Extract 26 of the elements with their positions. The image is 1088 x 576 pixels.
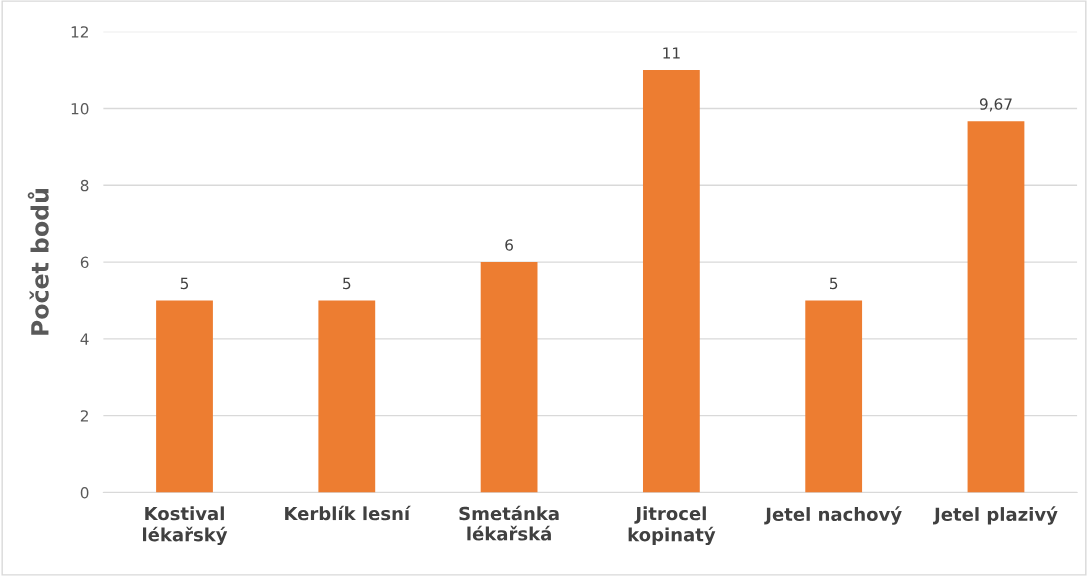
x-tick-label: Smetánka lékařská [459,505,559,541]
data-label: 5 [830,277,838,290]
data-label: 6 [505,239,513,251]
x-tick-label: Jetel nachový [764,506,902,525]
y-tick-label: 12 [71,26,88,38]
y-tick-label: 10 [71,102,89,115]
bar [156,300,213,493]
bar [480,262,538,493]
y-tick-label: 2 [80,410,88,422]
x-tick-label: Jetel plazivý [933,506,1058,525]
y-tick-label: 0 [80,486,89,499]
x-tick-label: Kerblík lesní [285,505,411,521]
data-label: 9,67 [979,98,1012,112]
bar [318,300,376,493]
x-tick-label: Kostival lékařský [143,506,228,546]
y-tick-label: 6 [80,256,89,269]
bar [967,121,1025,493]
y-tick-label: 4 [80,333,89,345]
bar [642,70,700,493]
data-label: 5 [343,277,351,290]
x-tick-label: Jitrocel kopinatý [628,506,716,546]
data-label: 5 [180,277,189,290]
data-label: 11 [663,47,680,59]
y-axis-title: Počet bodů [27,189,49,335]
y-tick-label: 8 [80,179,89,192]
bar [805,300,863,493]
